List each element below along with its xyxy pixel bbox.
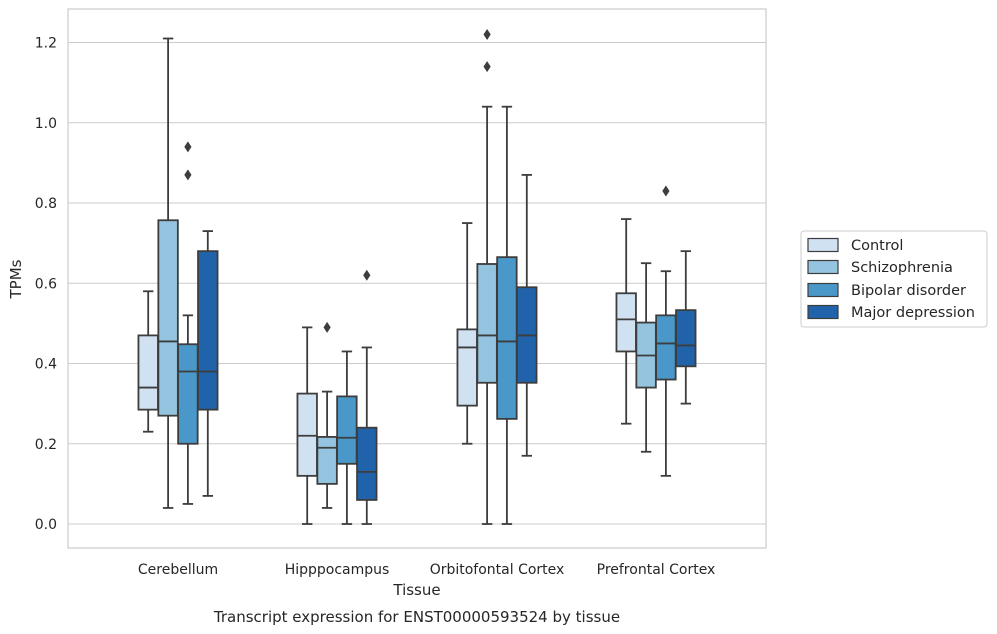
legend-swatch — [807, 282, 839, 298]
outlier-point — [184, 169, 192, 181]
outlier-point — [483, 28, 491, 40]
iqr-box — [675, 309, 697, 368]
y-axis-label: TPMs — [7, 259, 25, 299]
box-group — [615, 218, 637, 425]
x-tick-label: Cerebellum — [138, 562, 218, 578]
legend-swatch — [807, 237, 839, 253]
outlier-point — [363, 269, 371, 281]
box-group — [496, 105, 518, 525]
plot-boxes — [137, 28, 697, 525]
outlier-point — [323, 321, 331, 333]
legend: Control Schizophrenia Bipolar disorder Majo… — [800, 230, 988, 328]
x-axis-label: Tissue — [392, 581, 440, 599]
box-group — [516, 174, 538, 457]
y-tick-label: 0.4 — [35, 357, 57, 373]
y-tick-label: 1.2 — [35, 36, 57, 52]
iqr-box — [296, 392, 318, 477]
legend-entry: Control — [807, 237, 903, 254]
outlier-point — [483, 61, 491, 73]
iqr-box — [476, 263, 498, 384]
iqr-box — [615, 292, 637, 353]
box-group — [316, 321, 338, 509]
iqr-box — [177, 343, 199, 445]
y-tick-label: 0.2 — [35, 437, 57, 453]
legend-label: Schizophrenia — [851, 260, 953, 276]
chart-caption: Transcript expression for ENST0000059352… — [213, 608, 620, 626]
iqr-box — [316, 436, 338, 485]
iqr-box — [336, 395, 358, 465]
box-group — [296, 326, 318, 525]
x-tick-label: Orbitofontal Cortex — [430, 562, 565, 578]
box-group — [655, 185, 677, 477]
x-tick-label: Prefrontal Cortex — [597, 562, 716, 578]
y-axis-ticks: 0.0 0.2 0.4 0.6 0.8 1.0 1.2 — [35, 36, 57, 534]
iqr-box — [456, 328, 478, 407]
box-group — [635, 262, 657, 453]
box-group — [137, 290, 159, 433]
iqr-box — [655, 314, 677, 381]
legend-swatch — [807, 304, 839, 320]
outlier-point — [662, 185, 670, 197]
y-tick-label: 0.6 — [35, 276, 57, 292]
x-tick-label: Hipppocampus — [285, 562, 390, 578]
plot-frame — [67, 8, 767, 549]
iqr-box — [496, 256, 518, 420]
box-group — [177, 141, 199, 505]
legend-entry: Schizophrenia — [807, 259, 953, 276]
legend-label: Bipolar disorder — [851, 283, 966, 299]
legend-label: Major depression — [851, 305, 975, 321]
y-tick-label: 0.0 — [35, 517, 57, 533]
box-group — [456, 222, 478, 445]
outlier-point — [184, 141, 192, 153]
legend-swatch — [807, 259, 839, 275]
iqr-box — [356, 426, 378, 501]
legend-label: Control — [851, 238, 903, 254]
box-group — [157, 37, 179, 509]
box-group — [197, 230, 219, 497]
iqr-box — [197, 250, 219, 411]
x-axis-ticks: Cerebellum Hipppocampus Orbitofontal Corte… — [138, 562, 715, 578]
iqr-box — [137, 334, 159, 411]
y-tick-label: 0.8 — [35, 196, 57, 212]
legend-entry: Bipolar disorder — [807, 282, 966, 299]
box-group — [675, 250, 697, 405]
box-group — [356, 269, 378, 525]
legend-frame — [800, 230, 988, 328]
y-tick-label: 1.0 — [35, 116, 57, 132]
iqr-box — [157, 219, 179, 417]
box-group — [476, 28, 498, 525]
legend-entry: Major depression — [807, 304, 975, 321]
box-group — [336, 350, 358, 525]
